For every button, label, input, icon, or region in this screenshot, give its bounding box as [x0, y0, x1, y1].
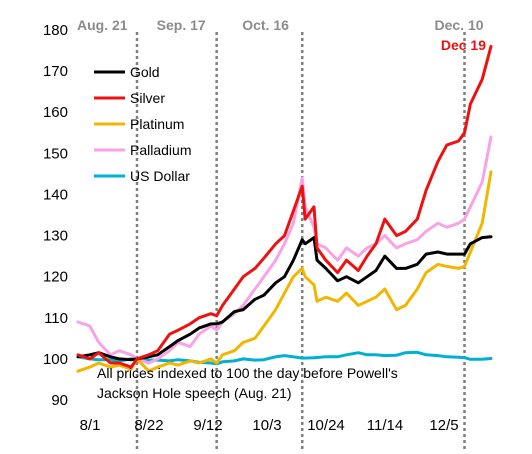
index-note-line: All prices indexed to 100 the day before…: [97, 365, 398, 381]
y-tick-label: 180: [43, 22, 68, 39]
series-line-gold: [76, 235, 493, 362]
legend-label: Palladium: [130, 142, 191, 158]
legend-label: Gold: [130, 64, 160, 80]
legend-label: Silver: [130, 90, 165, 106]
series-lines: [76, 44, 493, 373]
y-tick-label: 170: [43, 63, 68, 80]
y-tick-label: 130: [43, 228, 68, 245]
legend: Gold Silver Platinum Palladium US Dollar: [94, 64, 191, 184]
y-tick-label: 90: [51, 392, 68, 409]
end-label: Dec 19: [441, 37, 486, 53]
series-line-platinum: [76, 170, 493, 373]
series-line-palladium: [76, 135, 493, 365]
y-tick-label: 110: [44, 310, 68, 327]
series-line-us-dollar: [76, 350, 493, 366]
x-axis: 8/1 8/22 9/12 10/3 10/24 11/14 12/5: [80, 417, 459, 434]
index-note-line: Jackson Hole speech (Aug. 21): [97, 385, 292, 401]
x-tick-label: 10/3: [252, 417, 281, 434]
index-note: All prices indexed to 100 the day before…: [97, 365, 398, 401]
y-tick-label: 100: [43, 351, 68, 368]
y-axis: 90 100 110 120 130 140 150 160 170 180: [43, 22, 68, 409]
y-tick-label: 140: [43, 186, 68, 203]
event-label: Dec. 10: [434, 17, 483, 33]
y-tick-label: 120: [43, 269, 68, 286]
legend-label: US Dollar: [130, 168, 190, 184]
event-label: Oct. 16: [242, 17, 289, 33]
y-tick-label: 160: [43, 104, 68, 121]
x-tick-label: 10/24: [307, 417, 345, 434]
x-tick-label: 11/14: [367, 417, 403, 434]
event-label: Sep. 17: [157, 17, 206, 33]
x-tick-label: 9/12: [193, 417, 222, 434]
event-label: Aug. 21: [77, 17, 128, 33]
x-tick-label: 8/22: [134, 417, 163, 434]
series-line-silver: [76, 44, 493, 369]
y-tick-label: 150: [43, 145, 68, 162]
legend-label: Platinum: [130, 116, 184, 132]
x-tick-label: 8/1: [80, 417, 101, 434]
x-tick-label: 12/5: [429, 417, 458, 434]
